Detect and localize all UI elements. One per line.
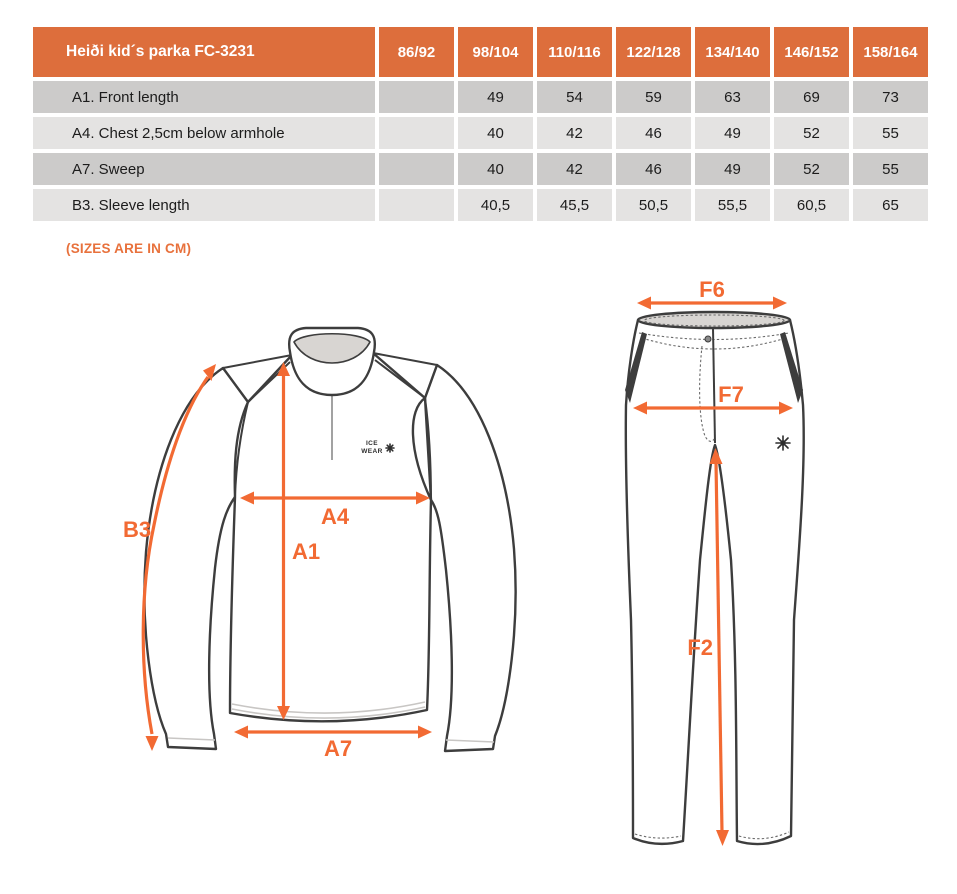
- measurement-arrow-a7: [234, 725, 432, 739]
- size-cell: [379, 117, 454, 149]
- size-cell: [379, 189, 454, 221]
- size-cell: 55: [853, 117, 928, 149]
- size-cell: 54: [537, 81, 612, 113]
- measurement-label-a7: A7: [324, 736, 352, 761]
- size-cell: 50,5: [616, 189, 691, 221]
- size-cell: 55: [853, 153, 928, 185]
- size-cell: 60,5: [774, 189, 849, 221]
- size-cell: 52: [774, 117, 849, 149]
- cuff-stitch-left: [167, 737, 216, 741]
- snowflake-icon: [385, 443, 395, 453]
- column-header-158-164: 158/164: [853, 27, 928, 77]
- hem-stitch: [231, 701, 426, 714]
- size-cell: 69: [774, 81, 849, 113]
- icewear-logo: ICE WEAR: [361, 440, 395, 455]
- center-front-line: [712, 327, 716, 444]
- measurement-label-f6: F6: [699, 280, 725, 302]
- measurement-arrow-f6: [637, 296, 787, 310]
- column-header-134-140: 134/140: [695, 27, 770, 77]
- right-raglan-seam: [424, 397, 432, 501]
- size-cell: 42: [537, 153, 612, 185]
- size-cell: 46: [616, 117, 691, 149]
- measurement-arrow-f7: [633, 401, 793, 415]
- column-header-86-92: 86/92: [379, 27, 454, 77]
- column-header-110-116: 110/116: [537, 27, 612, 77]
- sizes-note: (SIZES ARE IN CM): [66, 241, 192, 256]
- row-label-sleeve-length: B3. Sleeve length: [33, 189, 375, 221]
- size-cell: 49: [695, 117, 770, 149]
- size-cell: 55,5: [695, 189, 770, 221]
- size-cell: 65: [853, 189, 928, 221]
- left-shoulder-yoke: [222, 354, 293, 403]
- right-pocket: [780, 332, 803, 403]
- waist-button: [704, 335, 712, 343]
- waistband-stitch: [643, 314, 785, 327]
- size-cell: 45,5: [537, 189, 612, 221]
- size-cell: 40: [458, 153, 533, 185]
- pullover-body: [228, 351, 433, 723]
- collar-inside: [293, 332, 371, 364]
- size-cell: 49: [695, 153, 770, 185]
- right-hem-stitch: [738, 831, 790, 840]
- row-label-sweep: A7. Sweep: [33, 153, 375, 185]
- row-label-chest: A4. Chest 2,5cm below armhole: [33, 117, 375, 149]
- left-raglan-seam: [234, 401, 249, 498]
- logo-text-wear: WEAR: [361, 448, 382, 455]
- measurement-arrow-b3: [141, 364, 216, 751]
- size-cell: 40,5: [458, 189, 533, 221]
- right-shoulder-yoke: [372, 352, 438, 399]
- measurement-arrow-f2: [709, 448, 729, 846]
- size-cell: 42: [537, 117, 612, 149]
- size-cell: [379, 81, 454, 113]
- product-title: Heiði kid´s parka FC-3231: [33, 27, 375, 77]
- yoke-stitch: [641, 337, 787, 350]
- pants-diagram: F6 F7 F2: [624, 280, 805, 846]
- pullover-right-sleeve: [423, 363, 517, 753]
- row-label-front-length: A1. Front length: [33, 81, 375, 113]
- size-cell: 63: [695, 81, 770, 113]
- column-header-98-104: 98/104: [458, 27, 533, 77]
- measurement-label-f2: F2: [687, 635, 713, 660]
- size-cell: 40: [458, 117, 533, 149]
- size-cell: [379, 153, 454, 185]
- measurement-label-f7: F7: [718, 382, 744, 407]
- size-table: Heiði kid´s parka FC-3231 86/92 98/104 1…: [33, 27, 928, 221]
- size-cell: 49: [458, 81, 533, 113]
- size-cell: 46: [616, 153, 691, 185]
- measurement-arrow-a4: [240, 491, 430, 505]
- snowflake-icon: [775, 435, 791, 451]
- measurement-label-a1: A1: [292, 539, 320, 564]
- left-hem-stitch: [634, 833, 682, 839]
- pullover-diagram: ICE WEAR: [123, 326, 517, 761]
- hem-stitch: [231, 706, 426, 719]
- column-header-122-128: 122/128: [616, 27, 691, 77]
- size-cell: 59: [616, 81, 691, 113]
- measurement-label-b3: B3: [123, 517, 151, 542]
- size-cell: 73: [853, 81, 928, 113]
- size-cell: 52: [774, 153, 849, 185]
- logo-text-ice: ICE: [366, 440, 378, 447]
- measurement-arrow-a1: [277, 362, 290, 720]
- column-header-146-152: 146/152: [774, 27, 849, 77]
- pants-body: [624, 318, 805, 846]
- measurement-label-a4: A4: [321, 504, 350, 529]
- cuff-stitch-right: [445, 739, 495, 743]
- left-pocket: [625, 332, 647, 403]
